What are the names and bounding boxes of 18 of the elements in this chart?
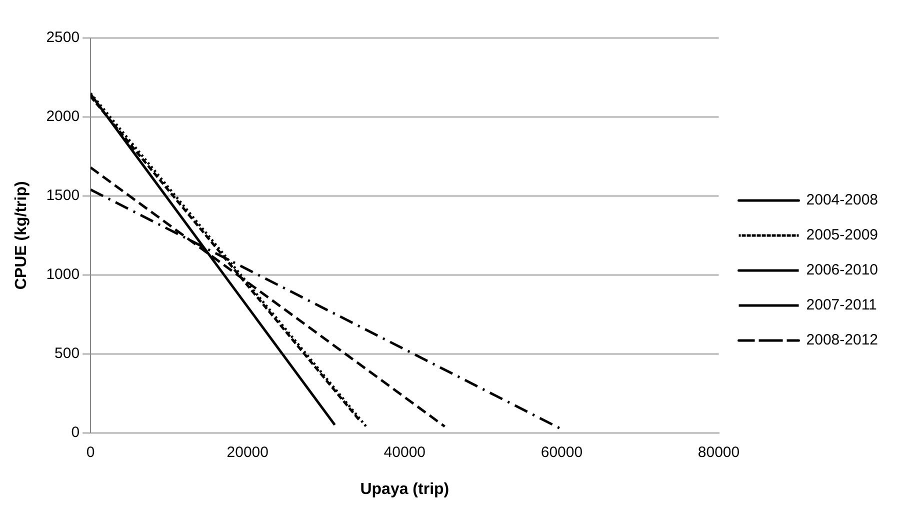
- x-tick-label: 40000: [384, 444, 426, 461]
- x-tick-label: 20000: [226, 444, 268, 461]
- legend-label: 2006-2010: [806, 262, 878, 279]
- y-tick-label: 1500: [46, 187, 80, 204]
- legend-label: 2007-2011: [806, 296, 877, 314]
- x-tick-label: 80000: [698, 444, 740, 461]
- legend-label: 2004-2008: [806, 192, 878, 209]
- y-tick-label: 500: [54, 344, 80, 362]
- x-tick-label: 0: [86, 444, 95, 461]
- y-axis-title: CPUE (kg/trip): [13, 181, 30, 290]
- legend-label: 2005-2009: [806, 226, 878, 244]
- y-tick-label: 1000: [46, 266, 80, 284]
- y-tick-label: 0: [71, 424, 80, 441]
- x-tick-label: 60000: [540, 444, 583, 461]
- x-axis-title: Upaya (trip): [360, 480, 450, 498]
- y-tick-label: 2000: [46, 108, 80, 126]
- y-tick-label: 2500: [46, 29, 80, 46]
- legend-label: 2008-2012: [806, 332, 878, 349]
